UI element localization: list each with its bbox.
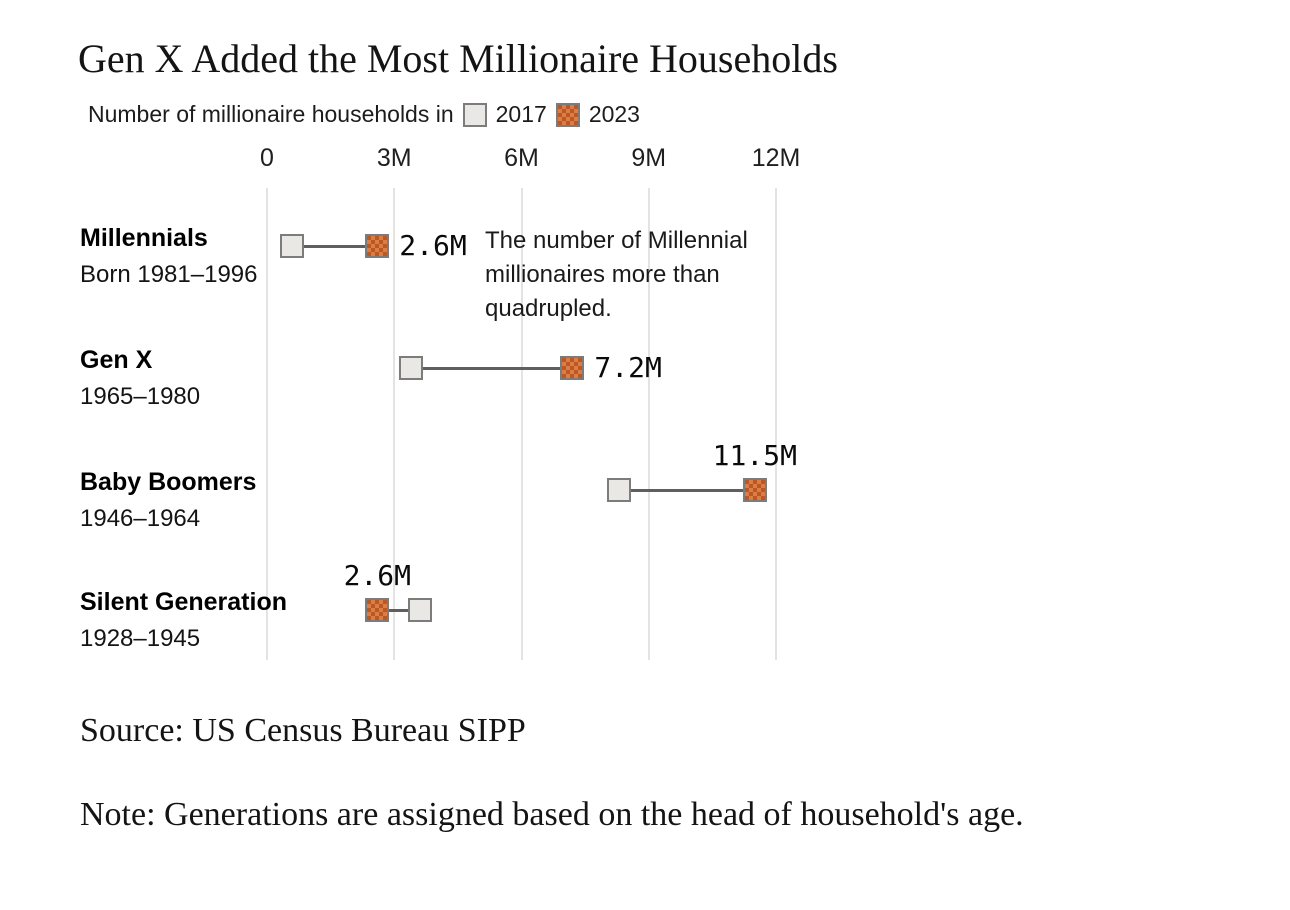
marker-2023 [742,478,767,502]
value-label-2023: 7.2M [594,351,662,384]
chart-title: Gen X Added the Most Millionaire Househo… [78,36,838,81]
legend-prefix-label: Number of millionaire households in [88,101,454,127]
chart-legend: Number of millionaire households in 2017… [88,101,640,128]
marker-2017 [407,598,432,622]
gridline [647,188,650,660]
gridline [520,188,523,660]
note-line: Note: Generations are assigned based on … [80,796,1024,833]
gridline [393,188,396,660]
row-sublabel: 1946–1964 [80,505,201,532]
row-sublabel: Born 1981–1996 [80,261,258,288]
x-tick-label: 6M [504,144,539,172]
row-sublabel: 1965–1980 [80,383,201,410]
legend-label-2023: 2023 [588,101,640,127]
marker-2023 [365,598,390,622]
row-label: Millennials [80,224,208,252]
legend-swatch-2017-icon [462,102,487,127]
row-sublabel: 1928–1945 [80,625,201,652]
value-label-2023: 2.6M [399,229,467,262]
x-tick-label: 0 [260,144,274,172]
gridline [775,188,778,660]
connector-line [292,245,378,248]
source-line: Source: US Census Bureau SIPP [80,712,526,749]
row-label: Gen X [80,346,153,374]
chart-annotation: The number of Millennial millionaires mo… [485,227,748,322]
x-tick-label: 12M [751,144,801,172]
gridline [266,188,268,660]
marker-2017 [399,356,424,380]
value-label-2023: 11.5M [712,439,797,472]
x-tick-label: 9M [631,144,667,172]
row-label: Baby Boomers [80,468,257,496]
marker-2023 [365,234,390,258]
connector-line [377,609,420,612]
connector-line [619,489,755,492]
legend-swatch-2023-icon [555,102,580,127]
marker-2017 [280,234,305,258]
x-tick-label: 3M [376,144,412,172]
marker-2023 [560,356,585,380]
value-label-2023: 2.6M [343,559,411,592]
legend-label-2017: 2017 [495,101,547,127]
row-label: Silent Generation [80,588,287,616]
marker-2017 [607,478,632,502]
connector-line [411,367,573,370]
